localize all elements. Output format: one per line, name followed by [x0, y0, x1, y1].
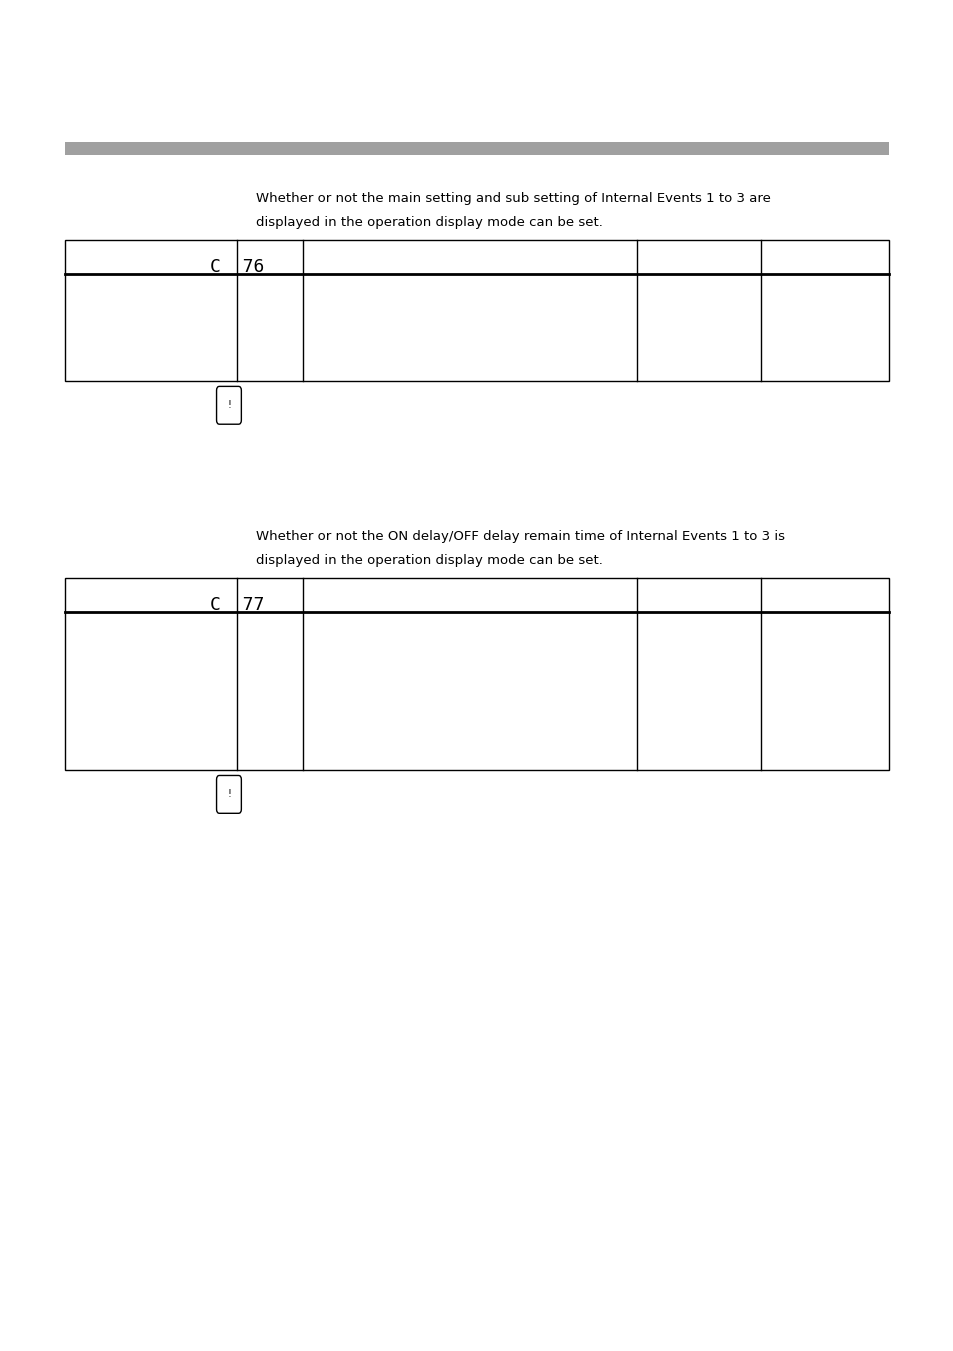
- Text: Whether or not the main setting and sub setting of Internal Events 1 to 3 are: Whether or not the main setting and sub …: [255, 192, 770, 205]
- Text: C  76: C 76: [210, 258, 264, 276]
- Bar: [65, 142, 888, 155]
- Bar: [65, 240, 888, 381]
- Text: !: !: [227, 400, 231, 411]
- FancyBboxPatch shape: [216, 775, 241, 813]
- Bar: [65, 578, 888, 770]
- FancyBboxPatch shape: [216, 386, 241, 424]
- Text: Whether or not the ON delay/OFF delay remain time of Internal Events 1 to 3 is: Whether or not the ON delay/OFF delay re…: [255, 530, 784, 543]
- Text: displayed in the operation display mode can be set.: displayed in the operation display mode …: [255, 554, 602, 567]
- Text: C  77: C 77: [210, 596, 264, 613]
- Text: displayed in the operation display mode can be set.: displayed in the operation display mode …: [255, 216, 602, 230]
- Text: !: !: [227, 789, 231, 800]
